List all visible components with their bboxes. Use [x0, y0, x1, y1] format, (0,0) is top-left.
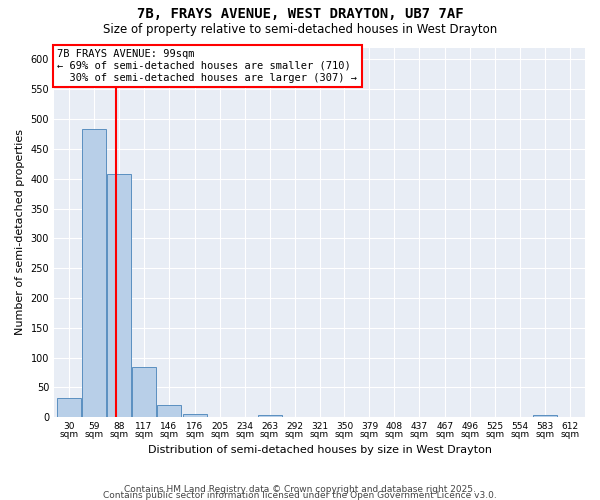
- Text: 7B, FRAYS AVENUE, WEST DRAYTON, UB7 7AF: 7B, FRAYS AVENUE, WEST DRAYTON, UB7 7AF: [137, 8, 463, 22]
- Y-axis label: Number of semi-detached properties: Number of semi-detached properties: [15, 130, 25, 336]
- Bar: [157, 406, 181, 417]
- Text: Size of property relative to semi-detached houses in West Drayton: Size of property relative to semi-detach…: [103, 22, 497, 36]
- Bar: [533, 415, 557, 418]
- Text: Contains public sector information licensed under the Open Government Licence v3: Contains public sector information licen…: [103, 491, 497, 500]
- Bar: [132, 366, 156, 418]
- Text: Contains HM Land Registry data © Crown copyright and database right 2025.: Contains HM Land Registry data © Crown c…: [124, 485, 476, 494]
- Bar: [82, 129, 106, 418]
- Bar: [257, 415, 281, 418]
- X-axis label: Distribution of semi-detached houses by size in West Drayton: Distribution of semi-detached houses by …: [148, 445, 491, 455]
- Bar: [182, 414, 207, 418]
- Bar: [107, 174, 131, 418]
- Text: 7B FRAYS AVENUE: 99sqm
← 69% of semi-detached houses are smaller (710)
  30% of : 7B FRAYS AVENUE: 99sqm ← 69% of semi-det…: [58, 50, 358, 82]
- Bar: [57, 398, 81, 417]
